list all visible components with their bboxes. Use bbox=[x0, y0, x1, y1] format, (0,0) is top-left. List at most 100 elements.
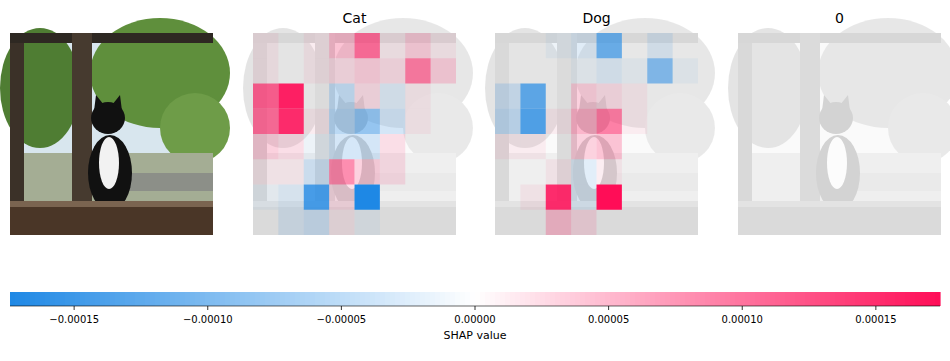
cell bbox=[789, 210, 814, 235]
cell bbox=[253, 84, 278, 109]
cat-body bbox=[816, 135, 860, 211]
colorbar-step bbox=[910, 292, 916, 306]
cell bbox=[865, 33, 890, 58]
cell bbox=[647, 33, 672, 58]
cell bbox=[380, 134, 405, 159]
panel-title: Cat bbox=[343, 10, 367, 26]
cell bbox=[546, 134, 571, 159]
colorbar-step bbox=[775, 292, 781, 306]
colorbar-step bbox=[835, 292, 841, 306]
cell bbox=[571, 109, 596, 134]
colorbar-step bbox=[860, 292, 866, 306]
colorbar-step bbox=[810, 292, 816, 306]
colorbar-step bbox=[370, 292, 376, 306]
colorbar-step bbox=[790, 292, 796, 306]
cell bbox=[673, 84, 698, 109]
colorbar-step bbox=[385, 292, 391, 306]
cell bbox=[571, 134, 596, 159]
colorbar-step bbox=[190, 292, 196, 306]
cell bbox=[789, 134, 814, 159]
tick-label: 0.00005 bbox=[588, 314, 629, 325]
cell bbox=[622, 134, 647, 159]
colorbar-step bbox=[250, 292, 256, 306]
colorbar-step bbox=[595, 292, 601, 306]
tick-label: −0.00005 bbox=[317, 314, 367, 325]
colorbar-step bbox=[490, 292, 496, 306]
cell bbox=[840, 134, 865, 159]
cell bbox=[278, 84, 303, 109]
colorbar-step bbox=[325, 292, 331, 306]
cell bbox=[495, 109, 520, 134]
colorbar-step bbox=[55, 292, 61, 306]
colorbar-step bbox=[515, 292, 521, 306]
cell bbox=[673, 210, 698, 235]
cell bbox=[738, 109, 763, 134]
cell bbox=[673, 33, 698, 58]
colorbar-step bbox=[215, 292, 221, 306]
background-image bbox=[243, 18, 473, 235]
colorbar-step bbox=[915, 292, 921, 306]
tick-label: 0.00010 bbox=[722, 314, 763, 325]
colorbar-step bbox=[755, 292, 761, 306]
cell bbox=[495, 33, 520, 58]
colorbar-step bbox=[825, 292, 831, 306]
tick bbox=[341, 306, 342, 310]
cell bbox=[622, 185, 647, 210]
cat-ears bbox=[94, 95, 122, 111]
cell bbox=[916, 84, 941, 109]
cell bbox=[890, 58, 915, 83]
cell bbox=[597, 33, 622, 58]
cell bbox=[355, 159, 380, 184]
cell bbox=[890, 159, 915, 184]
colorbar-label: SHAP value bbox=[444, 329, 507, 342]
cell bbox=[738, 185, 763, 210]
tick bbox=[875, 306, 876, 310]
road bbox=[848, 173, 941, 191]
colorbar-step bbox=[120, 292, 126, 306]
colorbar-step bbox=[85, 292, 91, 306]
tick bbox=[74, 306, 75, 310]
cell bbox=[278, 33, 303, 58]
colorbar-step bbox=[240, 292, 246, 306]
cell bbox=[890, 33, 915, 58]
colorbar-step bbox=[520, 292, 526, 306]
colorbar-step bbox=[230, 292, 236, 306]
cell bbox=[405, 84, 430, 109]
colorbar-step bbox=[125, 292, 131, 306]
tick bbox=[608, 306, 609, 310]
cell bbox=[278, 58, 303, 83]
colorbar-step bbox=[460, 292, 466, 306]
cell bbox=[647, 58, 672, 83]
wall bbox=[738, 207, 941, 235]
cell bbox=[647, 210, 672, 235]
cell bbox=[890, 210, 915, 235]
cell bbox=[405, 109, 430, 134]
colorbar-step bbox=[820, 292, 826, 306]
colorbar-step bbox=[805, 292, 811, 306]
colorbar-step bbox=[50, 292, 56, 306]
colorbar-step bbox=[600, 292, 606, 306]
cell bbox=[814, 185, 839, 210]
colorbar-step bbox=[450, 292, 456, 306]
cell bbox=[495, 210, 520, 235]
cell bbox=[380, 185, 405, 210]
colorbar-step bbox=[690, 292, 696, 306]
colorbar-step bbox=[80, 292, 86, 306]
cell bbox=[520, 185, 545, 210]
colorbar-step bbox=[105, 292, 111, 306]
colorbar-step bbox=[550, 292, 556, 306]
colorbar-step bbox=[265, 292, 271, 306]
cell bbox=[738, 33, 763, 58]
colorbar-step bbox=[485, 292, 491, 306]
colorbar-step bbox=[145, 292, 151, 306]
colorbar-step bbox=[865, 292, 871, 306]
cell bbox=[738, 58, 763, 83]
colorbar-step bbox=[655, 292, 661, 306]
colorbar-step bbox=[90, 292, 96, 306]
cell bbox=[329, 109, 354, 134]
cell bbox=[355, 33, 380, 58]
cell bbox=[431, 134, 456, 159]
colorbar-step bbox=[685, 292, 691, 306]
colorbar-step bbox=[640, 292, 646, 306]
cell bbox=[840, 84, 865, 109]
